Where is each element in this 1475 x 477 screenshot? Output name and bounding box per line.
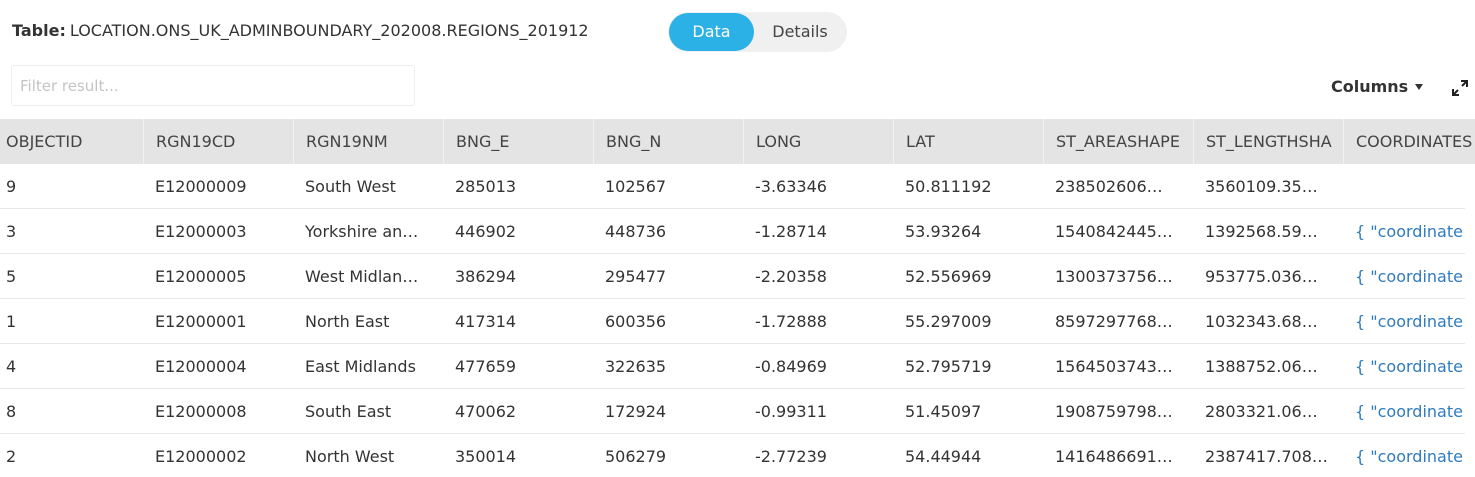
table-cell: 1388752.06… xyxy=(1205,357,1318,376)
table-header: OBJECTID RGN19CD RGN19NM BNG_E BNG_N LONG LAT S… xyxy=(0,119,1475,164)
table-cell: North West xyxy=(305,447,395,466)
column-header: RGN19NM xyxy=(293,119,443,164)
table-cell: North East xyxy=(305,312,390,331)
cell-link[interactable]: { "coordinate xyxy=(1355,402,1463,421)
column-header: ST_LENGTHSHA xyxy=(1193,119,1343,164)
table-row: 4 E12000004 East Midlands 477659 322635 -0.84… xyxy=(0,344,1465,389)
table-cell: -0.84969 xyxy=(755,357,827,376)
table-cell: 51.45097 xyxy=(905,402,982,421)
table-row: 3 E12000003 Yorkshire an… 446902 448736 -1.28… xyxy=(0,209,1465,254)
table-row: 1 E12000001 North East 417314 600356 -1.72888… xyxy=(0,299,1465,344)
table-cell: 350014 xyxy=(455,447,517,466)
table-cell: 238502606… xyxy=(1055,177,1163,196)
table-cell: 53.93264 xyxy=(905,222,982,241)
column-header: BNG_N xyxy=(593,119,743,164)
table-cell: 102567 xyxy=(605,177,667,196)
table-cell: 470062 xyxy=(455,402,517,421)
table-cell: -1.28714 xyxy=(755,222,827,241)
columns-button[interactable]: Columns xyxy=(1331,77,1409,96)
table-cell: 3 xyxy=(6,222,17,241)
table-row: 9 E12000009 South West 285013 102567 -3.63346… xyxy=(0,164,1465,209)
table-cell: Yorkshire an… xyxy=(305,222,419,241)
table-cell: -2.77239 xyxy=(755,447,827,466)
table-cell: 8 xyxy=(6,402,17,421)
table-row: 5 E12000005 West Midlan… 386294 295477 -2.203… xyxy=(0,254,1465,299)
table-cell: -2.20358 xyxy=(755,267,827,286)
tab-group: Data Details xyxy=(668,12,847,52)
table-cell: 1392568.59… xyxy=(1205,222,1318,241)
cell-link[interactable]: { "coordinate xyxy=(1355,312,1463,331)
table-cell: 2803321.06… xyxy=(1205,402,1318,421)
table-cell: 448736 xyxy=(605,222,667,241)
table-cell: 52.556969 xyxy=(905,267,992,286)
table-cell: 295477 xyxy=(605,267,667,286)
table-cell: -1.72888 xyxy=(755,312,827,331)
table-cell: E12000009 xyxy=(155,177,247,196)
table-cell: -3.63346 xyxy=(755,177,827,196)
table-cell: 953775.036… xyxy=(1205,267,1318,286)
column-header: OBJECTID xyxy=(6,132,83,151)
table-cell: E12000008 xyxy=(155,402,247,421)
cell-link[interactable]: { "coordinate xyxy=(1355,222,1463,241)
column-header: COORDINATES xyxy=(1343,119,1475,164)
title-label: Table: xyxy=(12,21,66,40)
filter-placeholder: Filter result... xyxy=(20,77,119,95)
table-row: 2 E12000002 North West 350014 506279 -2.77239… xyxy=(0,434,1465,477)
table-cell: 506279 xyxy=(605,447,667,466)
column-header: LAT xyxy=(893,119,1043,164)
table-cell: 5 xyxy=(6,267,17,286)
column-header: LONG xyxy=(743,119,893,164)
table-cell: 2 xyxy=(6,447,17,466)
table-cell: 446902 xyxy=(455,222,517,241)
table-cell: 8597297768… xyxy=(1055,312,1173,331)
table-cell: 52.795719 xyxy=(905,357,992,376)
table-cell: 1908759798… xyxy=(1055,402,1173,421)
expand-icon[interactable] xyxy=(1452,80,1468,96)
table-cell: -0.99311 xyxy=(755,402,827,421)
table-cell: South East xyxy=(305,402,392,421)
caret-icon xyxy=(1415,84,1423,90)
table-cell: East Midlands xyxy=(305,357,416,376)
column-header: ST_AREASHAPE xyxy=(1043,119,1193,164)
cell-link[interactable]: { "coordinate xyxy=(1355,267,1463,286)
table-cell: E12000004 xyxy=(155,357,247,376)
table-cell: 1032343.68… xyxy=(1205,312,1318,331)
table-cell: 1416486691… xyxy=(1055,447,1173,466)
table-cell: 2387417.708… xyxy=(1205,447,1328,466)
table-cell: E12000003 xyxy=(155,222,247,241)
table-cell: 477659 xyxy=(455,357,517,376)
table-cell: 600356 xyxy=(605,312,667,331)
table-cell: 50.811192 xyxy=(905,177,992,196)
table-cell: E12000001 xyxy=(155,312,247,331)
table-cell: E12000002 xyxy=(155,447,247,466)
table-cell: 55.297009 xyxy=(905,312,992,331)
table-cell: 172924 xyxy=(605,402,667,421)
table-cell: 4 xyxy=(6,357,17,376)
table-cell: West Midlan… xyxy=(305,267,419,286)
tab-details[interactable]: Details xyxy=(772,22,828,41)
column-header: RGN19CD xyxy=(143,119,293,164)
table-row: 8 E12000008 South East 470062 172924 -0.99311… xyxy=(0,389,1465,434)
table-cell: 1300373756… xyxy=(1055,267,1173,286)
cell-link[interactable]: { "coordinate xyxy=(1355,447,1463,466)
cell-link[interactable]: { "coordinate xyxy=(1355,357,1463,376)
filter-input[interactable]: Filter result... xyxy=(11,65,415,106)
tab-data[interactable]: Data xyxy=(669,13,754,51)
table-cell: 9 xyxy=(6,177,17,196)
table-cell: 3560109.35… xyxy=(1205,177,1318,196)
column-header: BNG_E xyxy=(443,119,593,164)
table-title: Table: LOCATION.ONS_UK_ADMINBOUNDARY_2020… xyxy=(12,21,589,40)
table-cell: 1540842445… xyxy=(1055,222,1173,241)
table-cell: 417314 xyxy=(455,312,517,331)
table-cell: 386294 xyxy=(455,267,517,286)
table-cell: 1564503743… xyxy=(1055,357,1173,376)
table-cell: South West xyxy=(305,177,396,196)
title-text: LOCATION.ONS_UK_ADMINBOUNDARY_202008.REG… xyxy=(69,21,589,40)
table-cell: 322635 xyxy=(605,357,667,376)
table-cell: 285013 xyxy=(455,177,517,196)
table-cell: 1 xyxy=(6,312,17,331)
table-cell: E12000005 xyxy=(155,267,247,286)
table-cell: 54.44944 xyxy=(905,447,982,466)
